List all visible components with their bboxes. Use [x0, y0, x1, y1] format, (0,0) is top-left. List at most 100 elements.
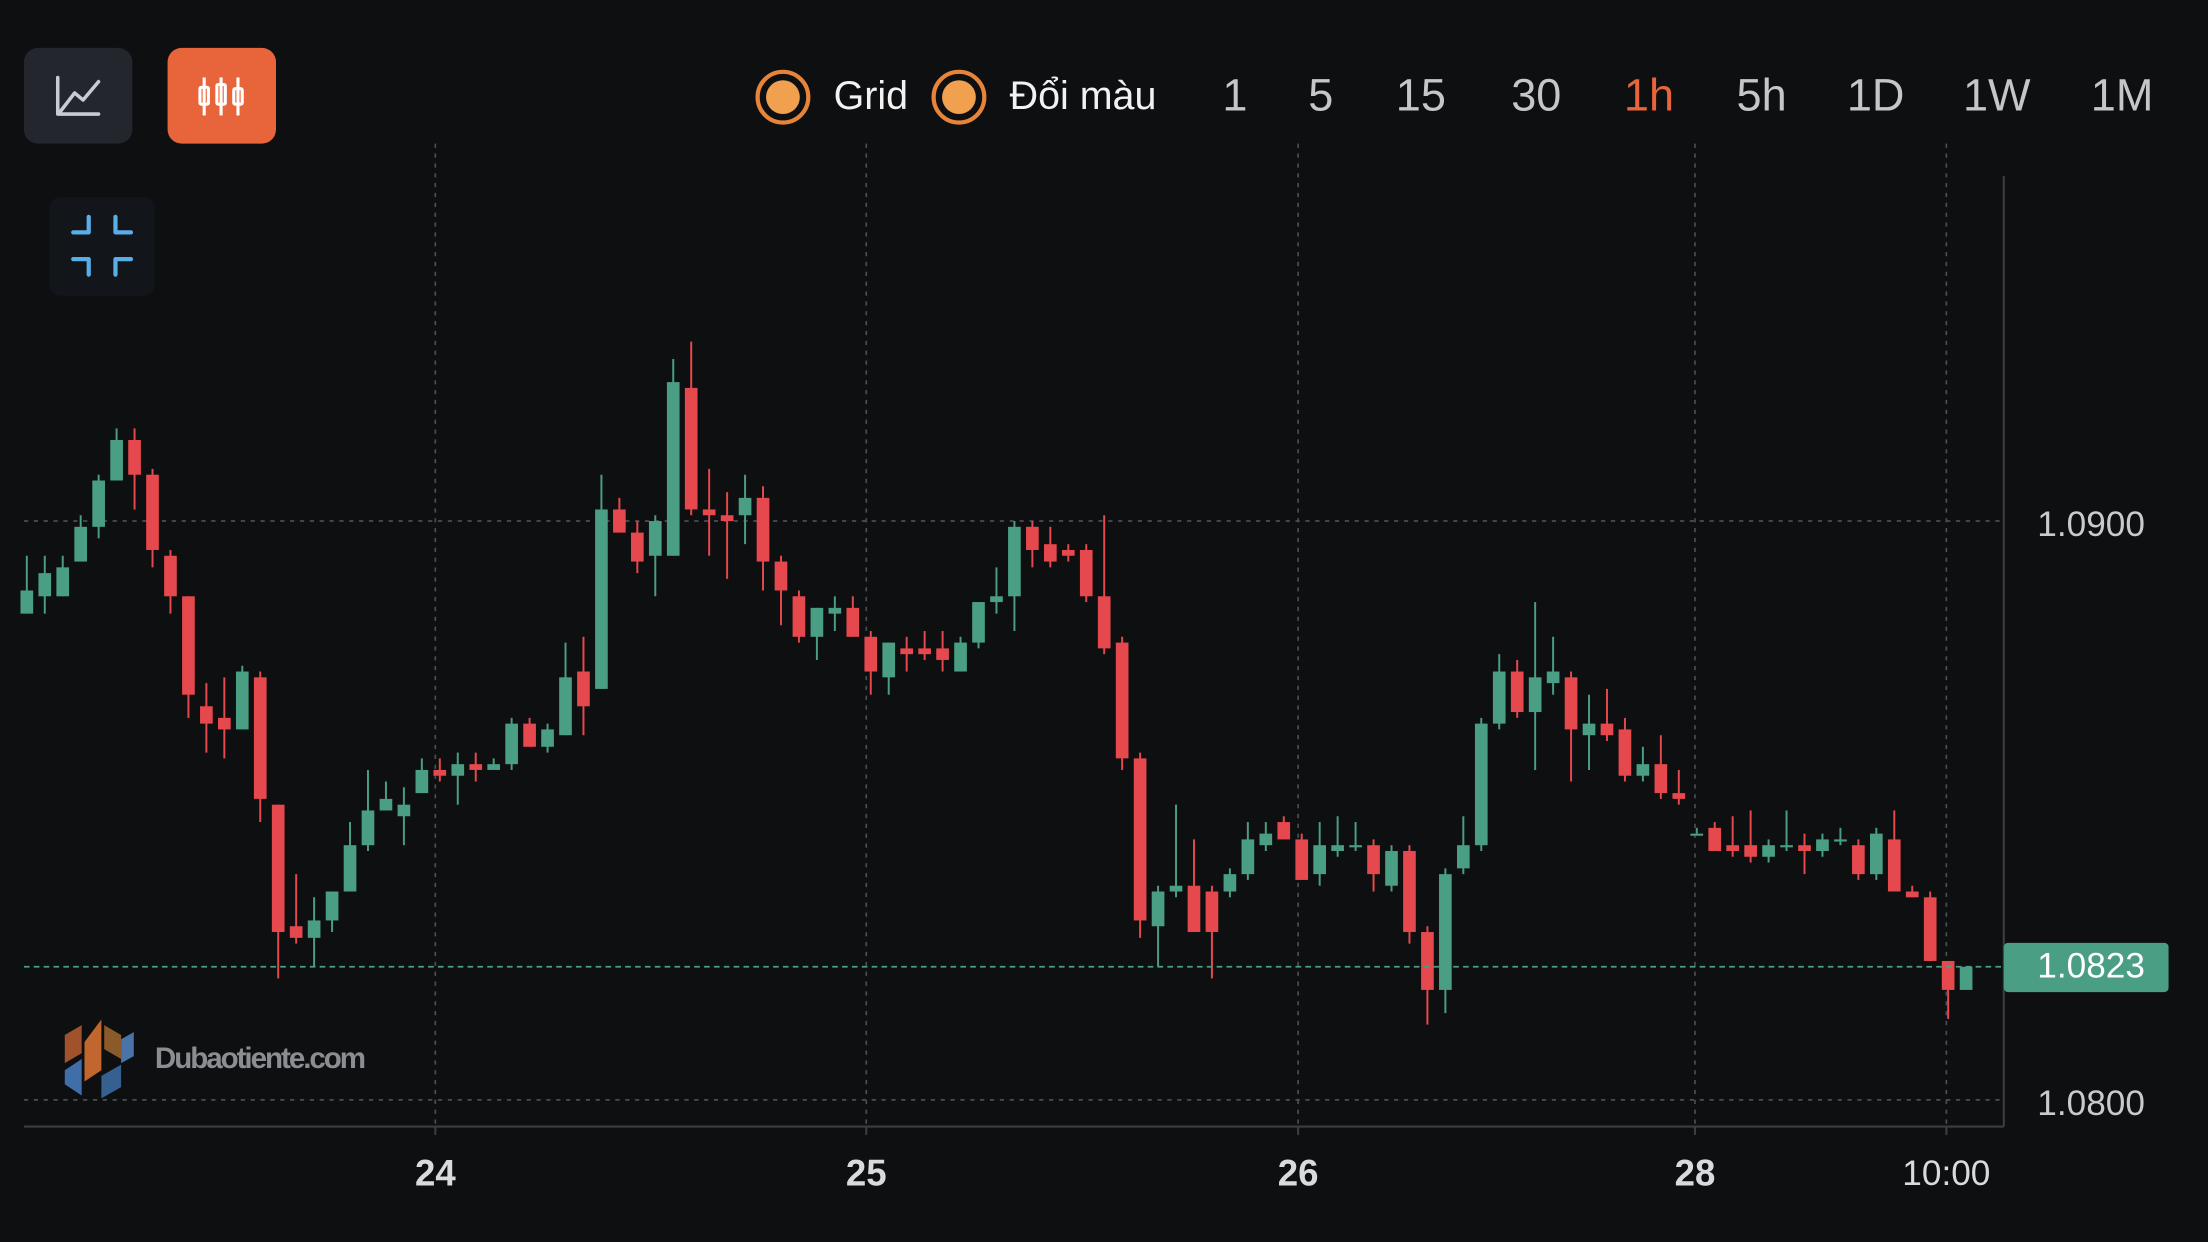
- y-tick-label: 1.0800: [2037, 1084, 2145, 1123]
- x-tick-label: 10:00: [1902, 1154, 1990, 1193]
- candle-body: [1043, 544, 1057, 562]
- interval-button[interactable]: 5: [1308, 69, 1333, 120]
- candle-body: [92, 480, 105, 527]
- candle-body: [1726, 845, 1740, 851]
- color-option[interactable]: Đổi màu: [931, 69, 1157, 125]
- line-icon: [55, 75, 101, 116]
- radio-dot: [942, 80, 976, 115]
- candle-icon: [198, 77, 244, 116]
- collapse-icon: [71, 214, 134, 277]
- candle-body: [828, 607, 842, 614]
- radio-dot: [766, 80, 800, 115]
- candle-body: [864, 636, 878, 672]
- candle-body: [1151, 891, 1165, 927]
- candle-body: [648, 521, 662, 556]
- candle-body: [1887, 839, 1901, 892]
- candle-body: [1421, 932, 1434, 990]
- option-label: Đổi màu: [1010, 74, 1157, 118]
- candle-body: [505, 723, 518, 765]
- candle-body: [1869, 833, 1883, 875]
- candle-body: [1636, 764, 1650, 776]
- logo-part: [101, 1064, 122, 1099]
- candle-body: [559, 677, 572, 736]
- candle-body: [630, 532, 644, 562]
- candle-body: [1816, 839, 1829, 851]
- interval-button[interactable]: 1M: [2091, 69, 2154, 120]
- candle-body: [1097, 596, 1111, 649]
- candle-body: [1079, 549, 1093, 597]
- candle-body: [146, 474, 159, 550]
- option-label: Grid: [834, 74, 908, 118]
- candle-body: [1510, 671, 1524, 713]
- candle-body: [1439, 874, 1452, 990]
- candle-body: [379, 798, 393, 811]
- candle-body: [684, 387, 698, 510]
- candle-body: [343, 845, 357, 892]
- line-chart-button[interactable]: [23, 47, 133, 144]
- candle-body: [792, 596, 806, 637]
- candle-body: [666, 382, 680, 556]
- candle-body: [271, 804, 285, 933]
- candle-body: [738, 497, 752, 516]
- watermark-text: Dubaotiente.com: [155, 1042, 366, 1075]
- last-price-tag: [2003, 942, 2169, 993]
- candle-body: [1672, 793, 1686, 799]
- candle-body: [1780, 845, 1793, 848]
- candle-body: [1187, 885, 1201, 933]
- y-tick-label: 1.0900: [2037, 505, 2145, 544]
- interval-button[interactable]: 15: [1396, 69, 1446, 120]
- candle-body: [38, 573, 52, 597]
- candle-body: [1654, 764, 1668, 794]
- interval-button[interactable]: 1D: [1847, 69, 1905, 120]
- candle-body: [1959, 966, 1973, 990]
- candle-body: [1546, 671, 1560, 684]
- candle-body: [1259, 833, 1273, 846]
- candle-body: [164, 555, 177, 597]
- interval-button[interactable]: 1h: [1624, 69, 1674, 120]
- candle-body: [307, 920, 321, 938]
- candle-body: [110, 439, 123, 481]
- candle-body: [1582, 723, 1596, 736]
- candle-body: [253, 677, 267, 799]
- candle-body: [882, 642, 896, 678]
- candle-body: [217, 717, 231, 730]
- candle-body: [702, 509, 716, 516]
- candle-body: [128, 439, 141, 475]
- candle-body: [972, 602, 985, 643]
- candle-body: [613, 509, 626, 533]
- candle-body: [720, 515, 734, 522]
- candle-body: [1241, 839, 1255, 875]
- interval-button[interactable]: 1: [1222, 69, 1247, 120]
- candle-body: [182, 596, 195, 695]
- candle-body: [1349, 845, 1362, 848]
- radio-ring: [755, 69, 811, 125]
- candle-body: [1133, 758, 1147, 921]
- candle-body: [1923, 897, 1937, 961]
- button-bg: [49, 197, 155, 296]
- candle-body: [918, 648, 931, 655]
- x-tick-label: 24: [415, 1152, 456, 1193]
- axis-labels: 1.0800 1.0900 24 25 26 28 10:00 1.0823: [415, 505, 2169, 1193]
- candle-chart-button[interactable]: [167, 47, 276, 144]
- candle-body: [810, 607, 824, 637]
- interval-button[interactable]: 5h: [1737, 69, 1787, 120]
- candle-body: [1331, 845, 1344, 851]
- candle-body: [1403, 850, 1416, 933]
- logo-part: [84, 1019, 102, 1082]
- logo-part: [64, 1058, 82, 1096]
- candle-body: [1744, 845, 1757, 857]
- interval-button[interactable]: 30: [1511, 69, 1561, 120]
- candle-body: [523, 723, 536, 747]
- grid-option[interactable]: Grid: [755, 69, 908, 125]
- candle-body: [469, 764, 483, 770]
- candle-body: [487, 764, 501, 770]
- interval-button[interactable]: 1W: [1963, 69, 2031, 120]
- candle-body: [397, 804, 411, 817]
- collapse-button[interactable]: [49, 197, 155, 296]
- candle-body: [1295, 839, 1309, 880]
- candle-body: [1708, 827, 1722, 851]
- candle-body: [1008, 526, 1021, 597]
- candle-body: [361, 810, 375, 846]
